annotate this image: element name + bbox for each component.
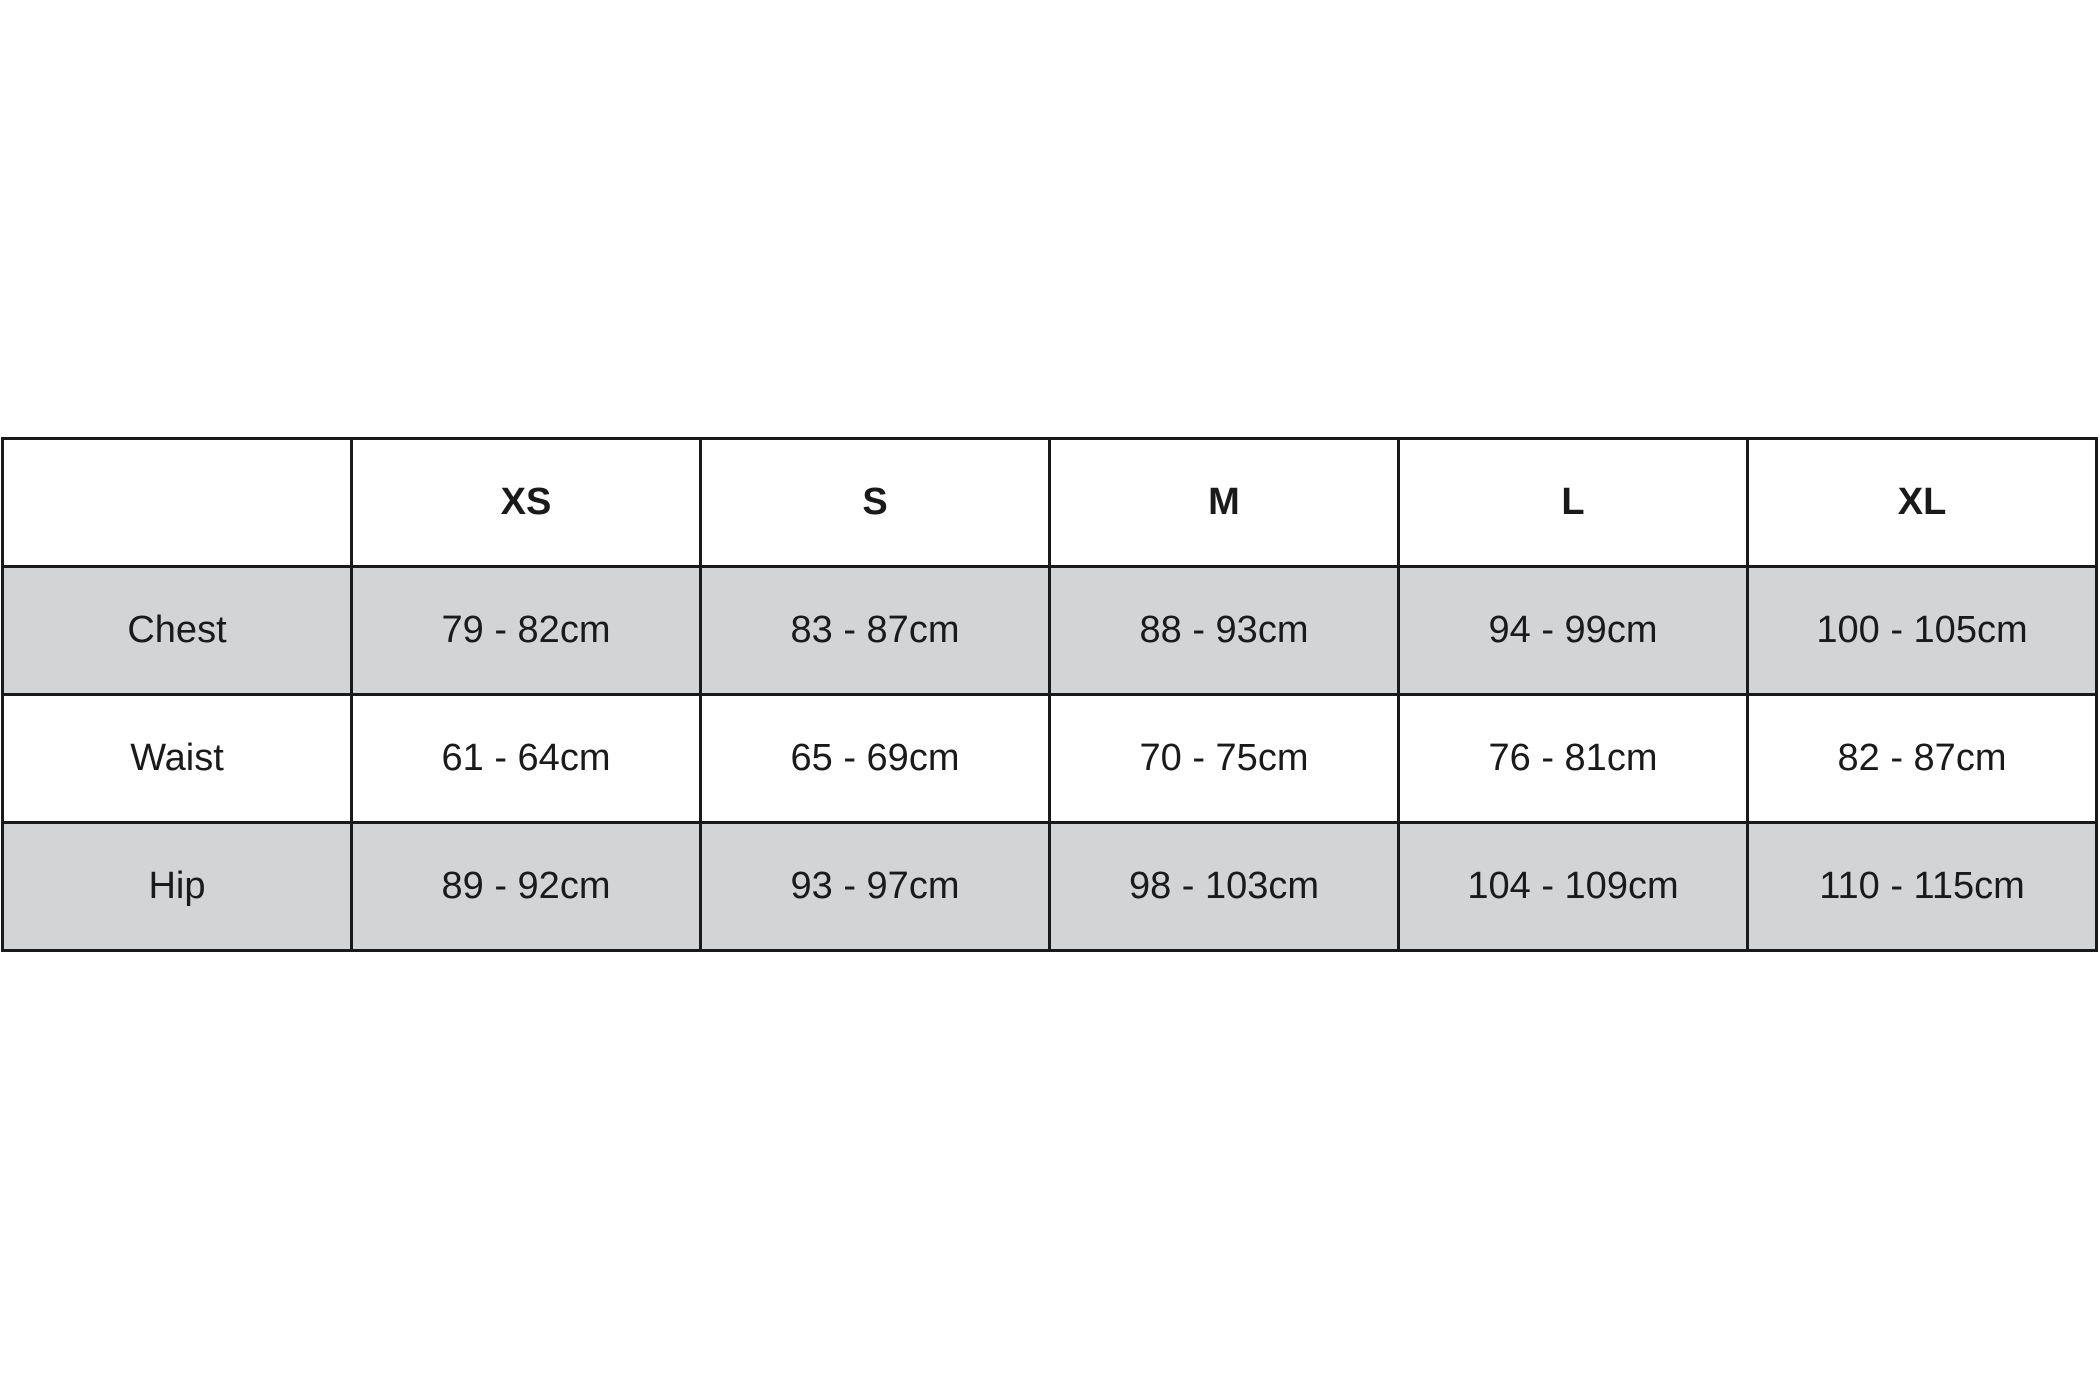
cell: 94 - 99cm [1397,565,1749,696]
cell: 83 - 87cm [699,565,1051,696]
header-s: S [699,437,1051,568]
table-row-chest: Chest 79 - 82cm 83 - 87cm 88 - 93cm 94 -… [1,565,2098,696]
cell: 88 - 93cm [1048,565,1400,696]
header-m: M [1048,437,1400,568]
cell: 70 - 75cm [1048,693,1400,824]
header-xs: XS [350,437,702,568]
cell: 61 - 64cm [350,693,702,824]
size-chart-table: XS S M L XL Chest 79 - 82cm 83 - 87cm 88… [1,437,2098,952]
row-label: Waist [1,693,353,824]
cell: 98 - 103cm [1048,821,1400,952]
cell: 89 - 92cm [350,821,702,952]
table-row-hip: Hip 89 - 92cm 93 - 97cm 98 - 103cm 104 -… [1,821,2098,952]
cell: 82 - 87cm [1746,693,2098,824]
header-empty [1,437,353,568]
cell: 93 - 97cm [699,821,1051,952]
cell: 65 - 69cm [699,693,1051,824]
cell: 104 - 109cm [1397,821,1749,952]
row-label: Hip [1,821,353,952]
table-row-waist: Waist 61 - 64cm 65 - 69cm 70 - 75cm 76 -… [1,693,2098,824]
header-l: L [1397,437,1749,568]
header-xl: XL [1746,437,2098,568]
header-row: XS S M L XL [1,437,2098,568]
row-label: Chest [1,565,353,696]
cell: 100 - 105cm [1746,565,2098,696]
cell: 79 - 82cm [350,565,702,696]
cell: 76 - 81cm [1397,693,1749,824]
cell: 110 - 115cm [1746,821,2098,952]
